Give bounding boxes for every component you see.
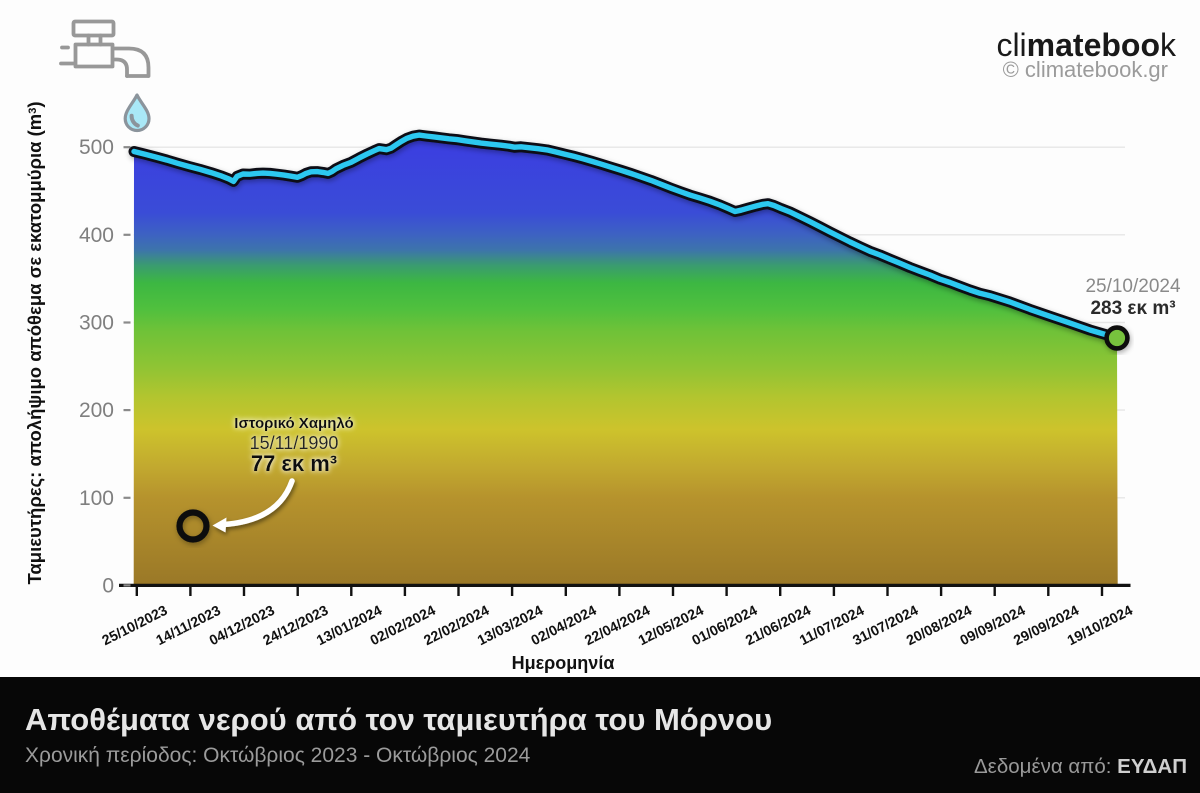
svg-text:0: 0 xyxy=(102,574,114,597)
svg-text:Αποθέματα νερού από τον ταμιευ: Αποθέματα νερού από τον ταμιευτήρα του Μ… xyxy=(25,702,772,737)
svg-text:100: 100 xyxy=(79,487,114,510)
svg-text:Ιστορικό Χαμηλό: Ιστορικό Χαμηλό xyxy=(234,415,353,432)
svg-text:300: 300 xyxy=(79,312,114,335)
svg-text:© climatebook.gr: © climatebook.gr xyxy=(1003,57,1168,82)
svg-text:Ταμιευτήρες: απολήψιμο απόθεμα: Ταμιευτήρες: απολήψιμο απόθεμα σε εκατομ… xyxy=(24,101,45,584)
svg-text:77 εκ m³: 77 εκ m³ xyxy=(251,451,337,476)
svg-text:200: 200 xyxy=(79,399,114,422)
svg-text:25/10/2024: 25/10/2024 xyxy=(1085,276,1181,297)
svg-text:283 εκ m³: 283 εκ m³ xyxy=(1090,298,1175,319)
svg-text:Δεδομένα από: ΕΥΔΑΠ: Δεδομένα από: ΕΥΔΑΠ xyxy=(974,755,1187,778)
svg-text:500: 500 xyxy=(79,136,114,159)
svg-text:400: 400 xyxy=(79,224,114,247)
svg-text:climatebook: climatebook xyxy=(996,27,1177,63)
svg-text:Ημερομηνία: Ημερομηνία xyxy=(512,653,615,673)
svg-text:Χρονική περίοδος: Οκτώβριος 20: Χρονική περίοδος: Οκτώβριος 2023 - Οκτώβ… xyxy=(25,744,531,767)
svg-text:15/11/1990: 15/11/1990 xyxy=(250,433,339,453)
